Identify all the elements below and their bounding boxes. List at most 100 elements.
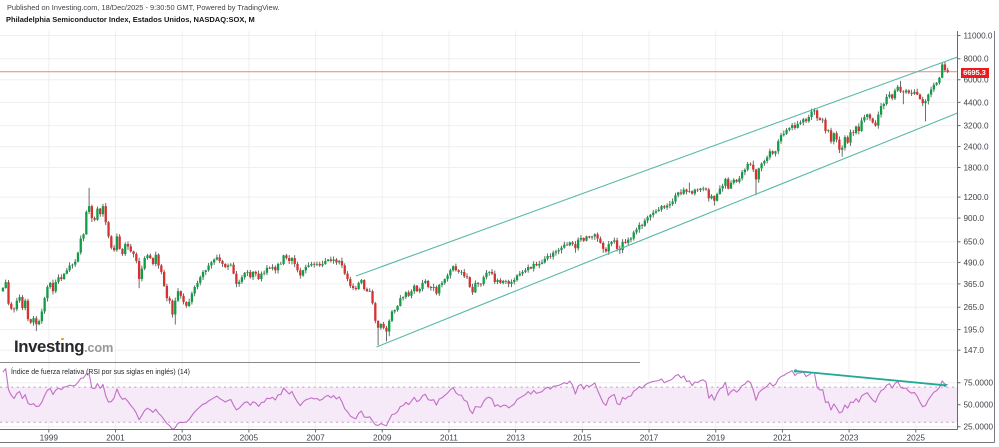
watermark-ng: ng [64,337,85,356]
candle-body [615,240,619,249]
candle-body [660,206,663,210]
candle-body [571,242,574,245]
year-label[interactable]: 2023 [840,433,859,443]
price-axis-label[interactable]: 365.0 [964,280,985,289]
candle-body [841,147,844,150]
rsi-trendline-end-handle[interactable] [943,383,947,387]
candle-body [788,127,791,130]
candle-body [710,195,713,199]
candle-body [346,273,349,280]
price-axis-label[interactable]: 490.0 [964,258,985,267]
price-axis-label[interactable]: 1200.0 [964,193,989,202]
year-label[interactable]: 2001 [106,433,125,443]
candle-body [204,270,207,272]
rsi-trendline-start-handle[interactable] [793,369,798,373]
price-axis-label[interactable]: 195.0 [964,326,985,335]
price-axis-label[interactable]: 6000.0 [964,76,989,85]
candle-body [579,237,583,240]
candle-body [740,172,744,179]
candle-body [24,300,27,309]
rsi-axis-label[interactable]: 25.0000 [964,423,994,432]
year-label[interactable]: 2007 [306,433,325,443]
candle-body [71,264,74,266]
candle-body [699,188,702,191]
year-label[interactable]: 2011 [440,433,458,443]
candle-body [891,94,894,99]
candle-body [157,254,160,266]
candle-body [365,289,369,292]
candle-body [943,64,947,71]
price-axis-label[interactable]: 2400.0 [964,142,989,151]
candle-body [702,188,705,190]
candle-body [593,234,596,237]
candle-body [671,201,674,205]
candle-body [832,133,835,142]
candle-body [299,270,302,276]
price-axis-label[interactable]: 900.0 [964,214,985,223]
price-axis-label[interactable]: 147.0 [964,346,985,355]
candle-body [882,104,885,106]
price-axis-label[interactable]: 265.0 [964,303,985,312]
candle-body [640,224,644,226]
year-label[interactable]: 2015 [573,433,592,443]
rsi-axis-label[interactable]: 50.0000 [964,401,994,410]
candle-body [501,280,505,283]
candle-body [263,272,266,274]
price-axis-label[interactable]: 8000.0 [964,55,989,64]
year-label[interactable]: 2025 [907,433,926,443]
year-label[interactable]: 2009 [373,433,392,443]
candle-body [782,133,785,136]
candle-body [679,192,683,194]
price-axis-label[interactable]: 3200.0 [964,121,989,130]
candle-body [388,320,391,332]
channel-upper-line[interactable] [355,56,958,277]
year-label[interactable]: 2017 [640,433,659,443]
candle-body [218,257,221,261]
price-axis-label[interactable]: 650.0 [964,238,985,247]
candle-body [863,116,866,121]
candle-body [190,293,194,302]
candle-body [432,286,435,289]
year-label[interactable]: 2005 [240,433,259,443]
candle-body [749,163,752,165]
candle-body [813,110,816,112]
candle-body [421,282,424,290]
candle-body [815,110,819,119]
candle-body [76,252,80,262]
candle-body [360,280,363,283]
candle-body [79,238,82,253]
candle-body [207,265,210,271]
candle-body [343,265,346,274]
candle-body [438,284,441,294]
price-axis-label[interactable]: 4400.0 [964,98,989,107]
candle-body [35,318,38,325]
candle-body [574,244,577,249]
candle-body [668,204,672,206]
candle-body [374,303,377,321]
price-axis-label[interactable]: 1800.0 [964,163,989,172]
candle-body [590,236,594,238]
candle-body [899,86,902,92]
year-label[interactable]: 2003 [173,433,192,443]
candle-body [199,277,202,283]
candle-body [846,137,849,143]
year-label[interactable]: 1999 [40,433,59,443]
candle-body [96,208,99,220]
rsi-axis-label[interactable]: 75.0000 [964,379,994,388]
year-label[interactable]: 2013 [506,433,525,443]
rsi-trendline[interactable] [795,370,946,387]
price-axis-label[interactable]: 11000.0 [964,31,993,40]
candle-body [821,119,824,121]
channel-lower-line[interactable] [376,112,958,348]
candle-body [924,101,927,104]
year-label[interactable]: 2019 [706,433,725,443]
candle-body [707,189,710,199]
candle-body [368,291,371,292]
candle-body [621,241,624,251]
candle-body [293,258,296,264]
candle-body [521,271,524,274]
year-label[interactable]: 2021 [773,433,792,443]
candle-body [643,220,647,226]
rsi-indicator-label[interactable]: Índice de fuerza relativa (RSI por sus s… [11,368,190,376]
